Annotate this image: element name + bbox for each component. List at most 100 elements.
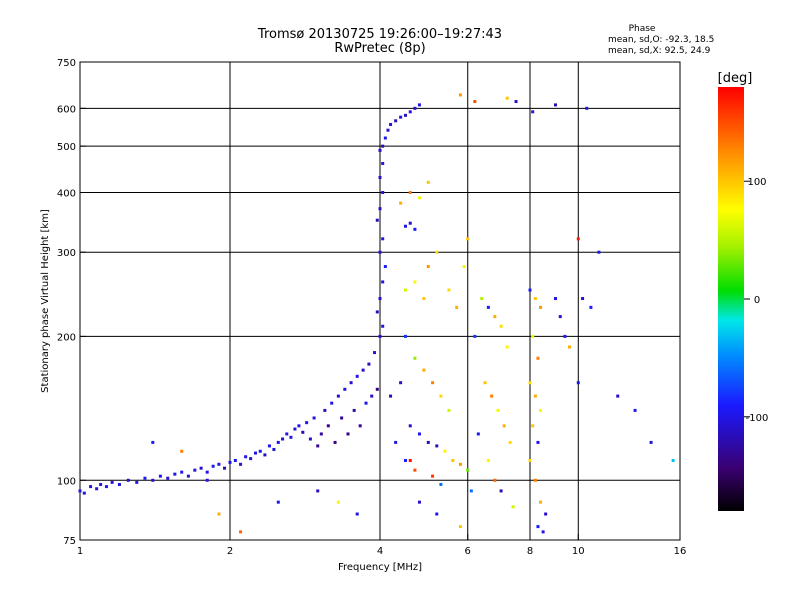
data-point <box>490 394 494 398</box>
data-point <box>439 482 443 486</box>
data-point <box>233 458 237 462</box>
data-point <box>486 305 490 309</box>
data-point <box>399 201 403 205</box>
data-point <box>508 440 512 444</box>
data-point <box>597 250 601 254</box>
data-point <box>289 435 293 439</box>
y-tick-label: 600 <box>57 104 76 115</box>
data-point <box>394 119 398 123</box>
data-point <box>533 297 537 301</box>
data-point <box>408 424 412 428</box>
data-point <box>536 525 540 529</box>
data-point <box>422 297 426 301</box>
data-point <box>276 500 280 504</box>
data-point <box>531 334 535 338</box>
data-point <box>576 237 580 241</box>
data-point <box>323 408 327 412</box>
data-point <box>364 401 368 405</box>
data-point <box>447 408 451 412</box>
data-point <box>553 297 557 301</box>
data-point <box>539 305 543 309</box>
y-tick-label: 750 <box>57 58 76 69</box>
x-tick-label: 8 <box>527 546 533 557</box>
data-point <box>151 478 155 482</box>
data-point <box>553 103 557 107</box>
data-point <box>389 394 393 398</box>
phase-stat-o: mean, sd,O: -92.3, 18.5 <box>608 35 714 45</box>
data-point <box>355 512 359 516</box>
data-point <box>244 455 248 459</box>
data-point <box>263 453 267 457</box>
data-point <box>104 485 108 489</box>
data-point <box>381 280 385 284</box>
colorbar-tick-label: -100 <box>746 413 769 424</box>
x-tick-label: 4 <box>377 546 383 557</box>
data-point <box>422 368 426 372</box>
data-point <box>386 128 390 132</box>
data-point <box>343 387 347 391</box>
data-point <box>381 161 385 165</box>
data-point <box>361 368 365 372</box>
data-point <box>135 480 139 484</box>
data-point <box>476 432 480 436</box>
data-point <box>199 466 203 470</box>
data-point <box>126 478 130 482</box>
data-point <box>435 512 439 516</box>
data-point <box>439 394 443 398</box>
x-tick-labels: 1 2 4 6 8 10 16 <box>77 534 686 557</box>
y-tick-label: 200 <box>57 332 76 343</box>
data-point <box>158 474 162 478</box>
data-point <box>539 408 543 412</box>
data-point <box>466 468 470 472</box>
y-axis-label: Stationary phase Virtual Height [km] <box>40 209 51 393</box>
data-point <box>528 381 532 385</box>
data-point <box>370 394 374 398</box>
data-point <box>466 237 470 241</box>
x-tick-label: 2 <box>227 546 233 557</box>
data-point <box>308 437 312 441</box>
data-point <box>143 476 147 480</box>
data-point <box>536 440 540 444</box>
data-point <box>276 440 280 444</box>
data-point <box>536 356 540 360</box>
data-point <box>533 394 537 398</box>
data-point <box>378 297 382 301</box>
data-point <box>239 530 243 534</box>
colorbar <box>718 87 744 511</box>
y-tick-label: 300 <box>57 248 76 259</box>
data-point <box>333 440 337 444</box>
data-point <box>576 381 580 385</box>
data-point <box>435 250 439 254</box>
data-point <box>417 103 421 107</box>
data-point <box>378 175 382 179</box>
x-axis-label: Frequency [MHz] <box>338 562 422 573</box>
data-point <box>272 447 276 451</box>
data-point <box>95 487 99 491</box>
data-point <box>378 250 382 254</box>
data-point <box>151 440 155 444</box>
data-point <box>211 464 215 468</box>
data-point <box>514 100 518 104</box>
data-point <box>336 500 340 504</box>
data-point <box>458 525 462 529</box>
chart-subtitle: RwPretec (8p) <box>334 41 425 56</box>
data-point <box>426 440 430 444</box>
data-point <box>458 462 462 466</box>
data-point <box>383 136 387 140</box>
data-point <box>293 427 297 431</box>
data-point <box>531 424 535 428</box>
data-point <box>403 224 407 228</box>
data-point <box>528 288 532 292</box>
phase-header: Phase <box>629 24 656 34</box>
colorbar-tick-labels: 100 0 -100 <box>744 177 768 424</box>
data-point <box>528 458 532 462</box>
data-point <box>223 466 227 470</box>
data-point <box>110 480 114 484</box>
data-point <box>403 288 407 292</box>
data-point <box>367 362 371 366</box>
data-point <box>581 297 585 301</box>
data-point <box>426 180 430 184</box>
data-point <box>173 472 177 476</box>
data-point <box>493 315 497 319</box>
